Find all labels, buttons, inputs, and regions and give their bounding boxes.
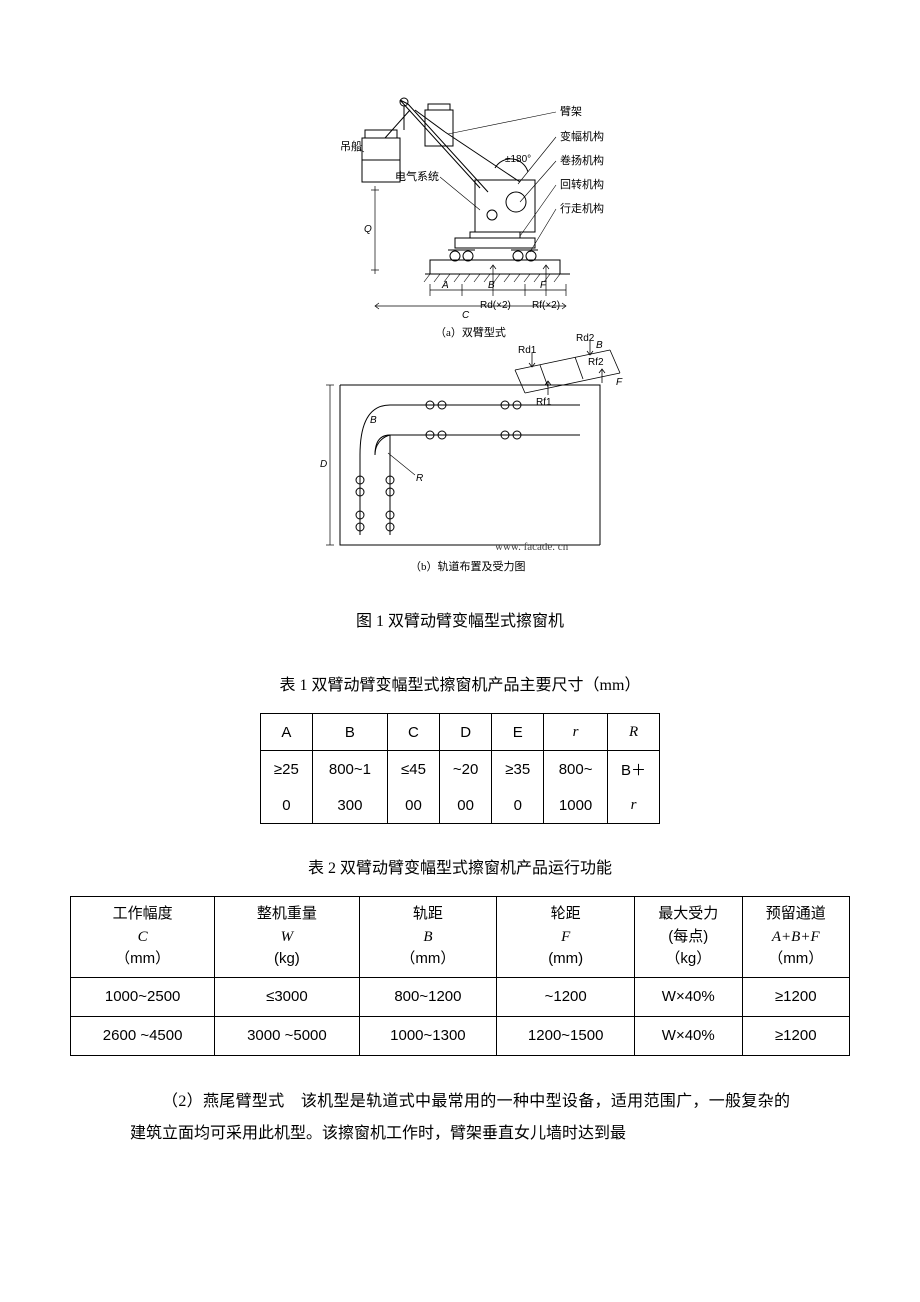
table-2-caption: 表 2 双臂动臂变幅型式擦窗机产品运行功能 [40,854,880,878]
watermark: www. facade. cn [495,541,569,553]
t1-h-1: B [312,714,387,751]
dimb-Rd2: Rd2 [576,333,595,344]
t2-h-4: 最大受力 (每点) （kg） [635,897,742,978]
t1-h-3: D [439,714,492,751]
table-row: 0 300 00 00 0 1000 r [261,787,660,824]
dimb-R: R [416,473,423,484]
dimb-Rf1: Rf1 [536,397,552,408]
dim-Rd: Rd(×2) [480,300,511,311]
table-row: ≥25 800~1 ≤45 ~20 ≥35 800~ B＋ [261,751,660,788]
t2-h-0: 工作幅度 C （mm） [71,897,215,978]
dim-B: B [488,280,495,291]
t2-r0-c4: W×40% [635,977,742,1016]
dimb-B: B [370,415,377,426]
table-2: 工作幅度 C （mm） 整机重量 W (kg) 轨距 B （mm） 轮距 F (… [70,896,850,1056]
table-row: 1000~2500 ≤3000 800~1200 ~1200 W×40% ≥12… [71,977,850,1016]
t1-h-5: r [544,714,608,751]
t2-r1-c0: 2600 ~4500 [71,1016,215,1055]
figure-sub-b: （b）轨道布置及受力图 [410,559,526,573]
table-row: 工作幅度 C （mm） 整机重量 W (kg) 轨距 B （mm） 轮距 F (… [71,897,850,978]
t1-a-5: 800~ [544,751,608,788]
label-electrical: 电气系统 [395,169,439,183]
t1-b-0: 0 [261,787,313,824]
t1-h-6: R [608,714,660,751]
figure-1-caption: 图 1 双臂动臂变幅型式擦窗机 [40,607,880,631]
figure-1-svg: 臂架 变幅机构 卷扬机构 回转机构 行走机构 吊船 电气系统 ±180° Q A… [280,60,640,585]
dim-Rf: Rf(×2) [532,300,560,311]
dimb-D: D [320,459,327,470]
t1-a-2: ≤45 [388,751,440,788]
label-angle: ±180° [505,154,531,165]
t1-h-0: A [261,714,313,751]
t2-r1-c1: 3000 ~5000 [215,1016,359,1055]
label-slewing: 回转机构 [560,177,604,191]
t2-h-1: 整机重量 W (kg) [215,897,359,978]
label-luffing: 变幅机构 [560,129,604,143]
table-row: A B C D E r R [261,714,660,751]
dim-C: C [462,310,470,321]
label-gondola: 吊船 [340,139,362,153]
t2-r0-c2: 800~1200 [359,977,497,1016]
table-1-caption: 表 1 双臂动臂变幅型式擦窗机产品主要尺寸（mm） [40,671,880,695]
body-paragraph: （2）燕尾臂型式 该机型是轨道式中最常用的一种中型设备，适用范围广，一般复杂的建… [130,1086,790,1150]
t2-r0-c3: ~1200 [497,977,635,1016]
dimb-Bt: B [596,340,603,351]
t1-h-2: C [388,714,440,751]
t2-r0-c5: ≥1200 [742,977,850,1016]
t2-h-3: 轮距 F (mm) [497,897,635,978]
table-1: A B C D E r R ≥25 800~1 ≤45 ~20 ≥35 800~… [260,713,660,824]
t1-b-6: r [631,797,637,813]
t1-a-6: B＋ [608,751,660,788]
t1-b-1: 300 [312,787,387,824]
label-winch: 卷扬机构 [560,153,604,167]
figure-sub-a: （a）双臂型式 [435,325,506,339]
dimb-Rf2: Rf2 [588,357,604,368]
t1-a-3: ~20 [439,751,492,788]
label-arm: 臂架 [560,105,582,118]
t2-r1-c5: ≥1200 [742,1016,850,1055]
table-row: 2600 ~4500 3000 ~5000 1000~1300 1200~150… [71,1016,850,1055]
dimb-Ft: F [616,377,623,388]
t2-r0-c0: 1000~2500 [71,977,215,1016]
t1-b-5: 1000 [544,787,608,824]
t2-r1-c4: W×40% [635,1016,742,1055]
dim-Q: Q [364,224,372,235]
t1-b-4: 0 [492,787,544,824]
t1-a-0: ≥25 [261,751,313,788]
t1-h-4: E [492,714,544,751]
t1-b-3: 00 [439,787,492,824]
figure-1: 臂架 变幅机构 卷扬机构 回转机构 行走机构 吊船 电气系统 ±180° Q A… [40,60,880,631]
dim-F: F [540,280,547,291]
dimb-Rd1: Rd1 [518,345,537,356]
t2-r1-c2: 1000~1300 [359,1016,497,1055]
t2-r0-c1: ≤3000 [215,977,359,1016]
t1-b-2: 00 [388,787,440,824]
t2-r1-c3: 1200~1500 [497,1016,635,1055]
t2-h-2: 轨距 B （mm） [359,897,497,978]
t1-a-4: ≥35 [492,751,544,788]
label-travel: 行走机构 [560,201,604,215]
dim-A: A [441,280,449,291]
t2-h-5: 预留通道 A+B+F （mm） [742,897,850,978]
t1-a-1: 800~1 [312,751,387,788]
